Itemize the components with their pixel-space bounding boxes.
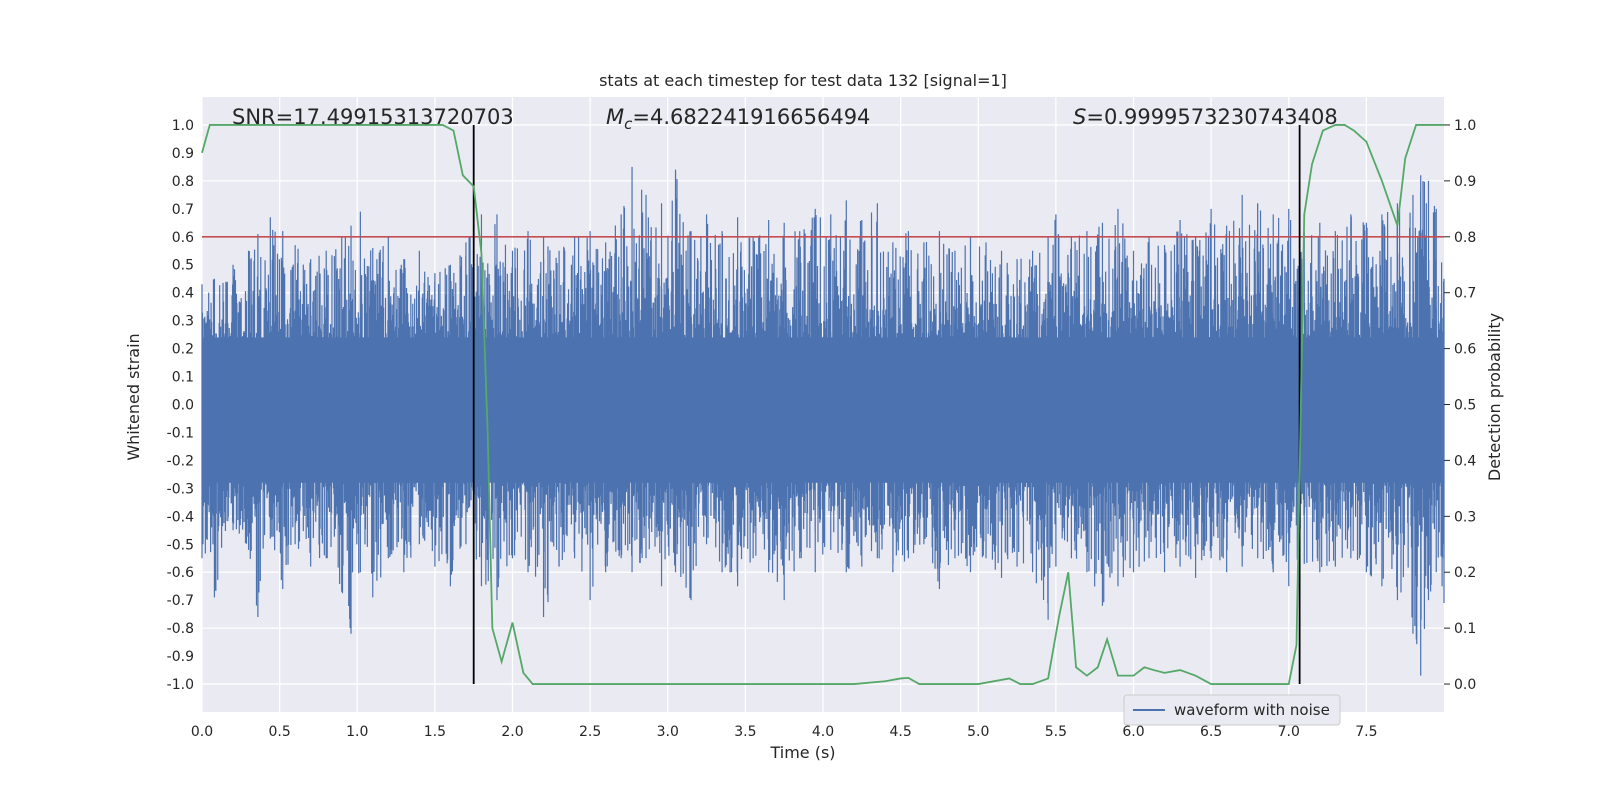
y-tick-label: 0.3 [172,314,194,330]
y2-tick-label: 0.5 [1454,398,1476,414]
y-tick-label: -0.5 [167,537,194,553]
legend-box [1123,694,1341,726]
legend-label: waveform with noise [1174,701,1330,719]
x-tick-label: 7.0 [1278,724,1300,740]
y-tick-label: -0.9 [167,649,194,665]
score-annotation: S=0.9999573230743408 [1073,105,1338,129]
chart-title: stats at each timestep for test data 132… [599,71,1007,90]
y-tick-label: 0.7 [172,202,194,218]
chirp-mass-symbol: M [606,105,624,129]
score-value: =0.9999573230743408 [1086,105,1337,129]
y2-axis-ticks: 1.0 0.9 0.8 0.7 0.6 0.5 0.4 0.3 0.2 0.1 0.0 [1444,118,1476,693]
x-tick-label: 7.5 [1355,724,1377,740]
y-tick-label: -0.8 [167,621,194,637]
x-tick-label: 1.5 [424,724,446,740]
score-symbol: S [1073,105,1086,129]
x-tick-label: 6.0 [1122,724,1144,740]
chirp-mass-annotation: Mc=4.682241916656494 [606,105,870,133]
y-tick-label: 0.9 [172,146,194,162]
x-tick-label: 5.0 [967,724,989,740]
y-tick-label: 0.4 [172,286,194,302]
y-tick-label: -0.6 [167,565,194,581]
probability-line [201,124,1444,685]
y-tick-label: 0.5 [172,258,194,274]
y-axis-ticks: 1.0 0.9 0.8 0.7 0.6 0.5 0.4 0.3 0.2 0.1 0.0 -0.1 -0.… [167,118,194,693]
y-tick-label: -0.4 [167,509,194,525]
marker-lines [472,124,1301,685]
x-tick-label: 4.5 [889,724,911,740]
waveform-series [201,166,1445,676]
x-tick-label: 0.5 [268,724,290,740]
y-tick-label: 0.1 [172,370,194,386]
x-tick-label: 3.0 [657,724,679,740]
x-tick-label: 6.5 [1200,724,1222,740]
y-tick-label: -0.7 [167,593,194,609]
chirp-mass-subscript: c [624,115,633,133]
x-tick-label: 5.5 [1045,724,1067,740]
y2-tick-label: 0.2 [1454,565,1476,581]
legend: waveform with noise [1123,694,1341,726]
x-tick-label: 1.0 [346,724,368,740]
y2-tick-label: 0.3 [1454,509,1476,525]
x-tick-label: 0.0 [191,724,213,740]
x-tick-label: 3.5 [734,724,756,740]
chirp-mass-value: =4.682241916656494 [632,105,870,129]
y-tick-label: 0.0 [172,398,194,414]
y-tick-label: 0.6 [172,230,194,246]
y2-tick-label: 0.8 [1454,230,1476,246]
snr-annotation: SNR=17.49915313720703 [232,105,514,129]
probability-series [201,124,1444,685]
x-tick-label: 4.0 [812,724,834,740]
y-tick-label: -0.1 [167,425,194,441]
y2-tick-label: 0.9 [1454,174,1476,190]
y2-tick-label: 0.6 [1454,342,1476,358]
y-tick-label: 1.0 [172,118,194,134]
y2-tick-label: 0.4 [1454,453,1476,469]
y2-tick-label: 0.1 [1454,621,1476,637]
x-axis-ticks: 0.0 0.5 1.0 1.5 2.0 2.5 3.0 3.5 4.0 4.5 5.0 5.5 6.0 6… [191,724,1378,740]
x-tick-label: 2.0 [501,724,523,740]
x-tick-label: 2.5 [579,724,601,740]
y-tick-label: -0.3 [167,481,194,497]
y-tick-label: -0.2 [167,453,194,469]
y2-tick-label: 0.0 [1454,677,1476,693]
y-tick-label: 0.8 [172,174,194,190]
y2-tick-label: 0.7 [1454,286,1476,302]
x-axis-title: Time (s) [769,743,835,762]
y2-tick-label: 1.0 [1454,118,1476,134]
y2-axis-title: Detection probability [1485,313,1504,481]
y-axis-title: Whitened strain [124,333,143,460]
y-tick-label: 0.2 [172,342,194,358]
y-tick-label: -1.0 [167,677,194,693]
